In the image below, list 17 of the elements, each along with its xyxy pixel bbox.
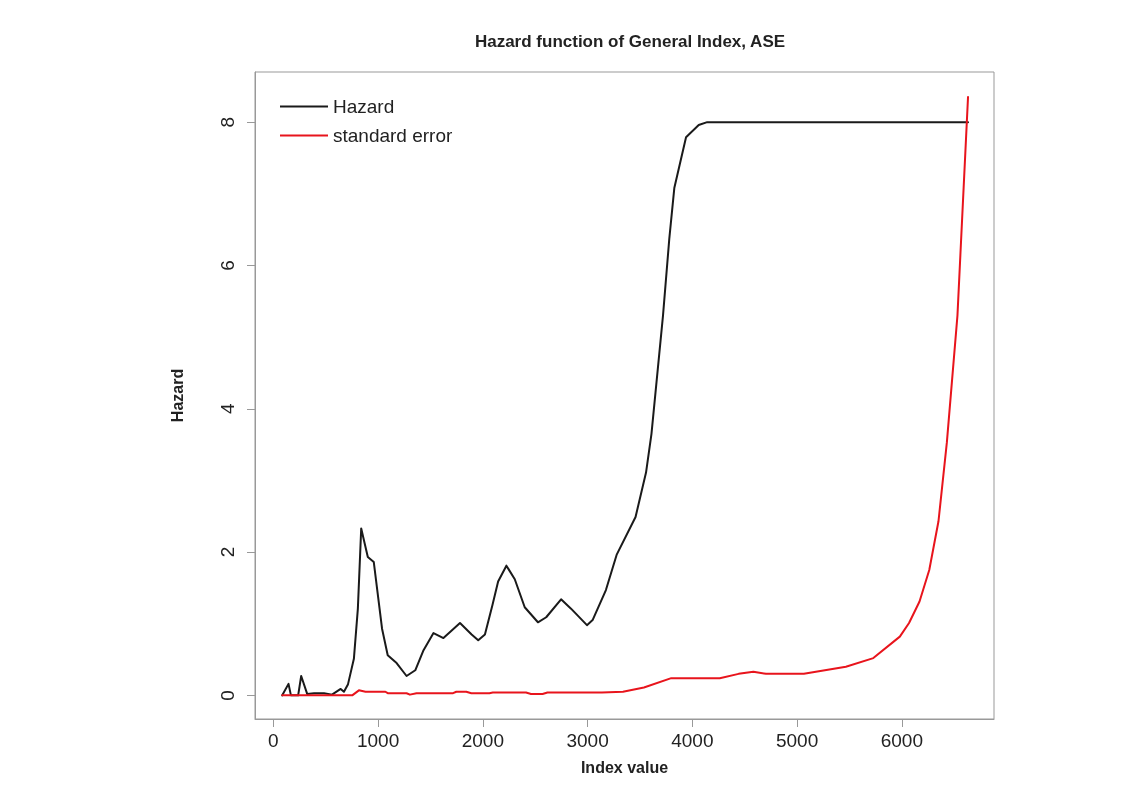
x-axis-title: Index value — [580, 758, 669, 776]
legend-label: Hazard — [333, 96, 395, 117]
x-tick-label: 4000 — [671, 730, 714, 751]
y-tick-label: 4 — [217, 403, 238, 415]
x-tick-label: 1000 — [356, 730, 400, 751]
y-tick-label: 6 — [217, 260, 238, 271]
chart-title: Hazard function of General Index, ASE — [474, 32, 786, 51]
x-tick-label: 5000 — [775, 730, 819, 751]
legend-label: standard error — [333, 125, 454, 146]
y-tick-label: 2 — [217, 546, 238, 558]
x-tick-label: 2000 — [461, 730, 504, 751]
x-tick-label: 0 — [268, 730, 279, 751]
x-tick-label: 6000 — [880, 730, 923, 751]
y-tick-label: 8 — [217, 116, 238, 128]
y-tick-label: 0 — [217, 690, 238, 701]
x-tick-label: 3000 — [566, 730, 609, 751]
y-axis-title: Hazard — [168, 368, 186, 423]
